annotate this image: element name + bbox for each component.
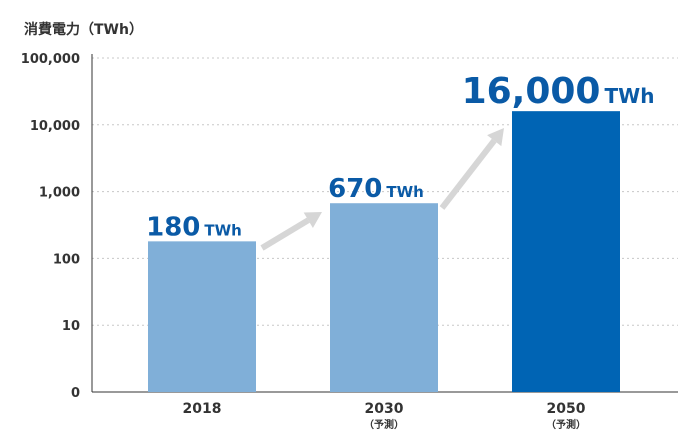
data-label-unit: TWh (604, 84, 654, 108)
x-tick-label: 2018 (183, 401, 222, 417)
y-tick-label: 0 (71, 386, 80, 401)
bar-2030 (330, 203, 438, 392)
y-tick-label: 100,000 (21, 52, 80, 67)
y-tick-label: 100 (53, 252, 80, 267)
data-label-unit: TWh (386, 183, 423, 201)
data-label-value: 16,000 (462, 71, 601, 112)
data-label-value: 180 (146, 212, 200, 242)
x-tick-label: 2050 (547, 401, 586, 417)
y-axis-title: 消費電力（TWh） (24, 21, 143, 38)
data-label-value: 670 (328, 174, 382, 204)
data-label: 16,000 TWh (462, 71, 655, 112)
trend-arrow (439, 128, 504, 210)
trend-arrow-head (303, 212, 322, 228)
trend-arrow (260, 212, 322, 251)
bar-2018 (148, 241, 256, 392)
x-tick-sublabel: （予測） (364, 418, 404, 431)
data-label-unit: TWh (204, 221, 241, 239)
trend-arrow-shaft (439, 138, 497, 210)
trend-arrow-shaft (260, 217, 310, 251)
y-tick-label: 1,000 (39, 186, 80, 201)
x-tick-label: 2030 (365, 401, 404, 417)
y-tick-label: 10 (62, 319, 80, 334)
y-tick-label: 10,000 (30, 119, 80, 134)
x-tick-sublabel: （予測） (546, 418, 586, 431)
data-label: 670 TWh (328, 174, 424, 204)
data-label: 180 TWh (146, 212, 242, 242)
bar-2050 (512, 111, 620, 392)
trend-arrow-head (487, 128, 504, 147)
